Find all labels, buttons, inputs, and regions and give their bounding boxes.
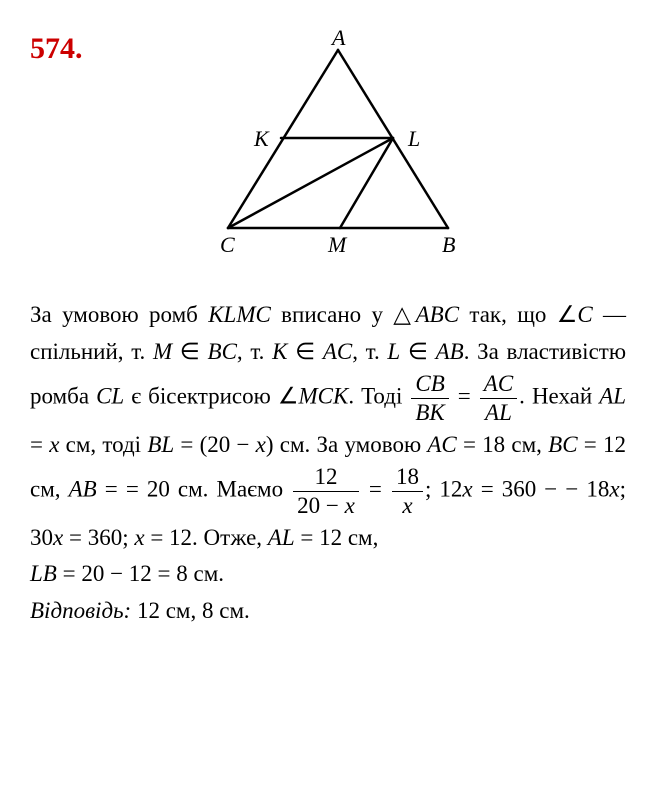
text: = 360; (63, 525, 134, 550)
text: вписано у △ (271, 302, 416, 327)
svg-text:A: A (330, 30, 346, 50)
text: ∈ (172, 339, 207, 364)
text: BL (147, 432, 174, 457)
text: − 18 (565, 477, 609, 502)
text: x (609, 477, 619, 502)
svg-text:M: M (327, 232, 348, 257)
text: x (53, 525, 63, 550)
text: K (272, 339, 287, 364)
answer-label: Відповідь: (30, 598, 131, 623)
text: ) см. (266, 432, 310, 457)
text: BC (548, 432, 577, 457)
denominator: BK (411, 399, 448, 427)
fraction: CBBK (411, 370, 448, 426)
text: x (134, 525, 144, 550)
text: x (345, 493, 355, 518)
numerator: AC (480, 370, 517, 399)
fraction: ACAL (480, 370, 517, 426)
text: = 12 см, (295, 525, 379, 550)
denominator: x (392, 492, 423, 520)
triangle-diagram: A K L C M B (30, 30, 626, 272)
text: так, що ∠ (469, 302, 577, 327)
text: = (20 − (174, 432, 256, 457)
denominator: 20 − x (293, 492, 359, 520)
text: AL (268, 525, 295, 550)
text: = 20 − 12 = 8 см. (57, 561, 224, 586)
text: 20 − (297, 493, 344, 518)
svg-text:C: C (220, 232, 235, 257)
text: . Тоді (348, 384, 409, 409)
text: x (49, 432, 59, 457)
text: x (462, 477, 472, 502)
text: = (451, 384, 478, 409)
text: BC (208, 339, 237, 364)
text: ∈ (295, 339, 323, 364)
fraction: 18x (392, 463, 423, 519)
denominator: AL (480, 399, 517, 427)
text: , т. (237, 339, 272, 364)
text: ∈ (400, 339, 435, 364)
text: C (577, 302, 592, 327)
numerator: 12 (293, 463, 359, 492)
problem-number: 574. (30, 25, 83, 73)
text: x (256, 432, 266, 457)
text: = 360 − (473, 477, 558, 502)
numerator: 18 (392, 463, 423, 492)
text: = (30, 432, 49, 457)
text: За умовою ромб (30, 302, 208, 327)
text: = (97, 477, 118, 502)
svg-text:K: K (253, 126, 270, 151)
svg-text:L: L (407, 126, 420, 151)
text: M (153, 339, 172, 364)
text: AB (69, 477, 97, 502)
text: . (519, 384, 525, 409)
text: AB (436, 339, 464, 364)
text: За умовою (317, 432, 428, 457)
text: LB (30, 561, 57, 586)
text: CL (96, 384, 124, 409)
text: = 12. Отже, (145, 525, 268, 550)
text: L (387, 339, 400, 364)
text: є бісектрисою ∠ (131, 384, 298, 409)
text: AC (427, 432, 456, 457)
text: KLMC (208, 302, 271, 327)
text: = (361, 477, 390, 502)
svg-text:B: B (442, 232, 455, 257)
text: см, тоді (59, 432, 147, 457)
text: , т. (352, 339, 387, 364)
text: ABC (416, 302, 459, 327)
numerator: CB (411, 370, 448, 399)
text: Нехай (532, 384, 599, 409)
text: AC (323, 339, 352, 364)
answer-value: 12 см, 8 см. (131, 598, 250, 623)
solution-text: За умовою ромб KLMC вписано у △ABC так, … (30, 297, 626, 630)
text: = 20 см. Маємо (126, 477, 291, 502)
fraction: 1220 − x (293, 463, 359, 519)
text: AL (599, 384, 626, 409)
text: MCK (298, 384, 348, 409)
text: = 18 см, (457, 432, 548, 457)
text: ; 12 (425, 477, 462, 502)
